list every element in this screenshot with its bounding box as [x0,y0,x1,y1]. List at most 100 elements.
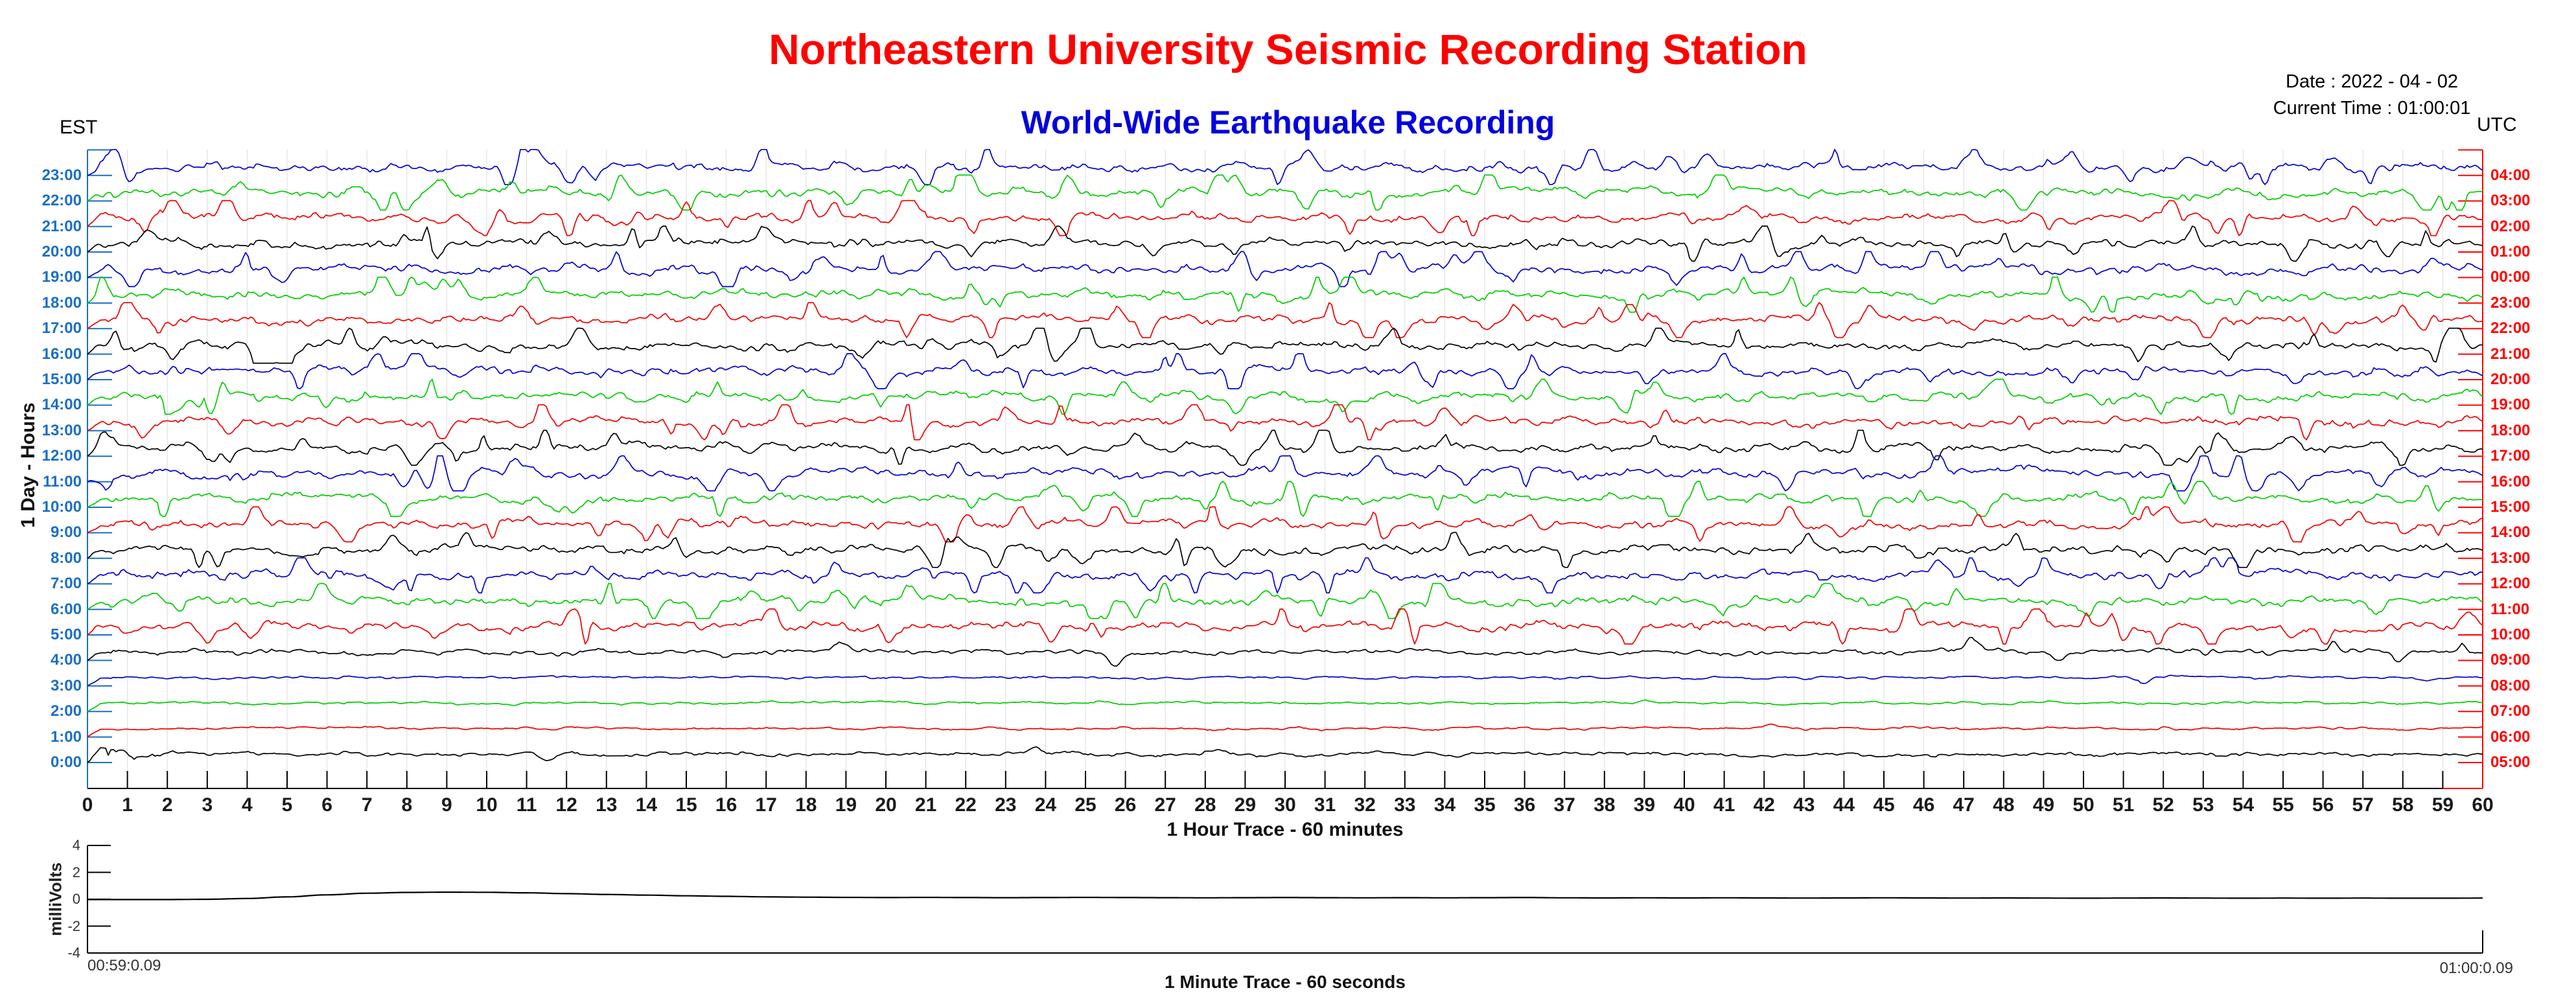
est-hour-label: 5:00 [50,626,82,643]
left-axis [87,149,112,788]
minute-tick-label: 38 [1594,794,1616,816]
est-hour-label: 6:00 [50,600,82,618]
utc-hour-label: 07:00 [2490,702,2531,720]
minute-tick-label: 39 [1633,794,1656,816]
minute-tick-label: 44 [1833,794,1855,816]
utc-hour-label: 01:00 [2490,243,2531,260]
minute-tick-label: 37 [1553,794,1575,816]
seismic-trace-900 [87,506,2483,543]
minute-tick-label: 4 [242,794,253,816]
minute-tick-label: 9 [441,794,452,816]
seismic-trace-1200 [87,430,2483,466]
utc-hour-label: 15:00 [2490,498,2531,516]
minute-tick-label: 8 [401,794,413,816]
seismic-trace-000 [87,746,2483,763]
seismic-trace-1800 [87,276,2483,313]
minute-tick-label: 26 [1114,794,1137,816]
utc-hour-label: 08:00 [2490,676,2531,695]
minute-tick-label: 10 [476,794,498,816]
minute-tick-label: 36 [1513,794,1536,816]
est-hour-label: 8:00 [50,549,82,567]
seismic-trace-1300 [87,404,2483,441]
seismic-trace-1000 [87,481,2483,517]
minute-tick-label: 40 [1673,794,1695,816]
utc-hour-label: 11:00 [2490,600,2530,618]
minute-tick-label: 43 [1793,794,1815,816]
minute-tick-label: 18 [795,794,817,816]
minute-tick-label: 27 [1154,794,1176,816]
minute-tick-label: 30 [1274,794,1296,816]
utc-hour-label: 06:00 [2490,728,2531,746]
seismic-trace-400 [87,636,2483,667]
page-subtitle: World-Wide Earthquake Recording [1021,104,1555,141]
utc-hour-label: 17:00 [2490,447,2531,465]
seismic-trace-1400 [87,378,2483,415]
minute-tick-label: 56 [2312,794,2334,816]
minute-tick-label: 54 [2232,794,2255,816]
est-hour-label: 16:00 [41,345,82,363]
right-axis [2458,149,2483,788]
est-hour-label: 20:00 [41,243,82,260]
minute-tick-label: 42 [1753,794,1775,816]
millivolt-tick-label: -4 [67,945,80,961]
minute-tick-label: 59 [2431,794,2454,816]
est-hour-label: 10:00 [41,498,82,516]
minute-tick-label: 50 [2072,794,2094,816]
minute-tick-label: 11 [516,794,537,816]
utc-hour-label: 13:00 [2490,549,2531,567]
minute-tick-label: 21 [914,794,937,816]
utc-hour-label: 03:00 [2490,192,2531,210]
minute-tick-label: 1 [122,794,133,816]
minute-tick-label: 6 [321,794,332,816]
seismic-trace-300 [87,674,2483,687]
minute-tick-label: 57 [2352,794,2374,816]
minute-tick-label: 12 [555,794,577,816]
minute-tick-label: 22 [955,794,977,816]
seismic-trace-1500 [87,353,2483,389]
minute-tick-label: 46 [1912,794,1935,816]
utc-hour-label: 14:00 [2490,523,2531,542]
est-hour-label: 17:00 [41,319,82,338]
utc-hour-label: 04:00 [2490,166,2531,184]
minute-tick-label: 19 [835,794,857,816]
seismic-trace-100 [87,723,2483,738]
millivolt-tick-label: -2 [67,917,80,934]
minute-tick-label: 25 [1074,794,1097,816]
seismic-traces [87,148,2483,763]
millivolt-tick-label: 2 [72,864,80,880]
seismic-trace-700 [87,557,2483,594]
minute-trace-chart [87,845,2483,954]
millivolt-tick-label: 4 [72,837,80,853]
seismic-trace-600 [87,582,2483,619]
est-hour-label: 2:00 [50,702,82,720]
utc-label: UTC [2477,114,2517,135]
utc-hour-label: 20:00 [2490,371,2531,388]
minute-tick-label: 13 [596,794,618,816]
utc-hour-label: 16:00 [2490,472,2531,490]
minute-tick-label: 32 [1354,794,1376,816]
minute-tick-label: 60 [2472,794,2494,816]
seismic-trace-500 [87,608,2483,645]
x-axis-title: 1 Hour Trace - 60 minutes [1166,819,1404,840]
minute-tick-label: 24 [1034,794,1057,816]
utc-hour-label: 05:00 [2490,753,2531,771]
est-hour-label: 15:00 [41,371,82,388]
minute-tick-label: 7 [361,794,373,816]
est-hour-label: 18:00 [41,293,82,312]
minute-tick-label: 47 [1953,794,1975,816]
minute-tick-label: 14 [635,794,658,816]
date-label: Date : 2022 - 04 - 02 [2286,71,2458,92]
est-hour-label: 11:00 [42,472,82,490]
minute-tick-label: 33 [1394,794,1416,816]
minute-tick-label: 5 [281,794,293,816]
utc-hour-label: 09:00 [2490,651,2531,669]
minute-tick-label: 49 [2032,794,2055,816]
minute-tick-label: 15 [675,794,697,816]
minute-gridlines [127,150,2443,771]
utc-hour-label: 10:00 [2490,626,2531,643]
utc-hour-label: 23:00 [2490,293,2531,312]
minute-tick-label: 55 [2272,794,2294,816]
minute-tick-label: 16 [715,794,737,816]
